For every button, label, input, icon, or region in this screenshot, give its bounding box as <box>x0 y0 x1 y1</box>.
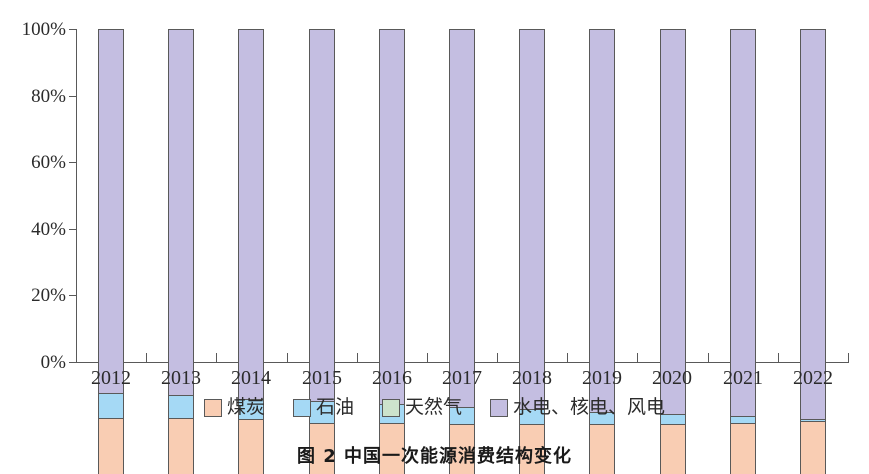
y-axis-tick <box>69 295 76 296</box>
legend-label-oil: 石油 <box>315 396 354 418</box>
x-axis-category-label: 2016 <box>372 367 412 389</box>
legend-label-coal: 煤炭 <box>226 396 265 418</box>
x-axis-category-label: 2020 <box>652 367 692 389</box>
x-axis-category-label: 2015 <box>302 367 342 389</box>
x-axis-tick <box>287 353 288 362</box>
bar-segment-hydro_nuclear_wind-2015 <box>309 29 335 402</box>
y-axis-tick-label: 0% <box>40 352 66 373</box>
legend: 煤炭 石油 天然气 水电、核电、风电 <box>0 398 869 417</box>
bar-segment-hydro_nuclear_wind-2012 <box>98 29 124 394</box>
y-axis-tick <box>69 362 76 363</box>
y-axis-tick-label: 60% <box>31 152 66 173</box>
x-axis-tick <box>567 353 568 362</box>
x-axis-category-label: 2022 <box>793 367 833 389</box>
y-axis-line <box>76 29 77 363</box>
bar-segment-hydro_nuclear_wind-2017 <box>449 29 475 408</box>
x-axis-category-label: 2017 <box>442 367 482 389</box>
x-axis-tick <box>146 353 147 362</box>
x-axis-category-label: 2012 <box>91 367 131 389</box>
legend-label-hydro_nuclear_wind: 水电、核电、风电 <box>513 396 666 418</box>
bar-segment-hydro_nuclear_wind-2018 <box>519 29 545 410</box>
bar-segment-hydro_nuclear_wind-2016 <box>379 29 405 405</box>
legend-item-coal: 煤炭 <box>203 396 265 418</box>
x-axis-tick <box>778 353 779 362</box>
figure-caption: 图 2 中国一次能源消费结构变化 <box>296 446 573 467</box>
bar-segment-hydro_nuclear_wind-2013 <box>168 29 194 396</box>
legend-swatch-coal <box>203 398 222 417</box>
bar-segment-hydro_nuclear_wind-2020 <box>660 29 686 415</box>
legend-item-hydro_nuclear_wind: 水电、核电、风电 <box>490 398 665 417</box>
legend-swatch-hydro_nuclear_wind <box>490 398 509 417</box>
bar-segment-hydro_nuclear_wind-2021 <box>730 29 756 417</box>
y-axis-tick <box>69 96 76 97</box>
bar-segment-hydro_nuclear_wind-2014 <box>238 29 264 400</box>
bar-segment-hydro_nuclear_wind-2019 <box>589 29 615 413</box>
y-axis-tick <box>69 162 76 163</box>
y-axis-tick-label: 40% <box>31 219 66 240</box>
x-axis-tick <box>848 353 849 362</box>
y-axis-tick <box>69 29 76 30</box>
x-axis-category-label: 2021 <box>723 367 763 389</box>
legend-item-oil: 石油 <box>292 396 354 418</box>
x-axis-tick <box>216 353 217 362</box>
x-axis-category-label: 2018 <box>512 367 552 389</box>
x-axis-tick <box>357 353 358 362</box>
x-axis-tick <box>497 353 498 362</box>
y-axis-tick-label: 100% <box>21 19 66 40</box>
x-axis-category-label: 2019 <box>582 367 622 389</box>
bar-segment-hydro_nuclear_wind-2022 <box>800 29 826 420</box>
legend-swatch-gas <box>382 398 400 417</box>
y-axis-tick-label: 80% <box>31 86 66 107</box>
legend-label-gas: 天然气 <box>405 396 463 418</box>
y-axis-tick-label: 20% <box>31 285 66 306</box>
x-axis-tick <box>637 353 638 362</box>
legend-swatch-oil <box>292 398 311 417</box>
x-axis-tick <box>708 353 709 362</box>
x-axis-category-label: 2014 <box>231 367 271 389</box>
y-axis-tick <box>69 229 76 230</box>
legend-item-gas: 天然气 <box>382 398 462 417</box>
x-axis-category-label: 2013 <box>161 367 201 389</box>
x-axis-tick <box>427 353 428 362</box>
